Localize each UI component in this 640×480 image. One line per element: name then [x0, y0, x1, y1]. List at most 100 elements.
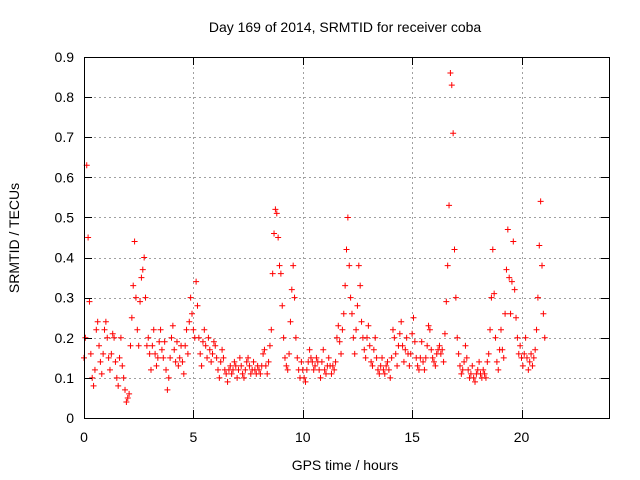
data-point — [298, 358, 305, 365]
data-point — [104, 334, 111, 341]
data-point — [100, 350, 107, 357]
data-point — [239, 370, 246, 377]
data-point — [135, 342, 142, 349]
data-point — [109, 330, 116, 337]
data-point — [350, 334, 357, 341]
data-point — [340, 310, 347, 317]
data-point — [387, 374, 394, 381]
data-point — [89, 374, 96, 381]
data-point — [484, 358, 491, 365]
data-point — [276, 262, 283, 269]
data-point — [369, 362, 376, 369]
data-point — [489, 246, 496, 253]
y-tick-label: 0.3 — [55, 290, 75, 306]
data-point — [150, 326, 157, 333]
data-point — [157, 326, 164, 333]
data-point — [407, 350, 414, 357]
data-point — [328, 370, 335, 377]
data-point — [456, 362, 463, 369]
data-point — [111, 334, 118, 341]
data-point — [275, 234, 282, 241]
data-point — [463, 354, 470, 361]
data-point — [167, 354, 174, 361]
y-tick-label: 0.7 — [55, 129, 75, 145]
data-point — [491, 290, 498, 297]
data-point — [518, 354, 525, 361]
data-point — [96, 342, 103, 349]
data-point — [526, 358, 533, 365]
data-point — [399, 342, 406, 349]
data-point — [425, 322, 432, 329]
y-tick-label: 0 — [66, 410, 74, 426]
data-point — [288, 286, 295, 293]
data-point — [180, 370, 187, 377]
data-point — [212, 342, 219, 349]
data-point — [266, 342, 273, 349]
data-point — [515, 350, 522, 357]
data-point — [310, 366, 317, 373]
data-point — [347, 294, 354, 301]
x-tick-label: 5 — [189, 429, 197, 445]
data-point — [124, 394, 131, 401]
data-point — [372, 334, 379, 341]
data-point — [309, 358, 316, 365]
data-point — [264, 370, 271, 377]
grid — [84, 57, 609, 418]
data-point — [205, 334, 212, 341]
data-point — [120, 374, 127, 381]
data-point — [432, 362, 439, 369]
data-point — [411, 338, 418, 345]
data-point — [242, 366, 249, 373]
data-point — [469, 362, 476, 369]
data-point — [470, 374, 477, 381]
data-point — [333, 334, 340, 341]
x-tick-label: 0 — [80, 429, 88, 445]
data-point — [500, 354, 507, 361]
data-point — [236, 354, 243, 361]
data-point — [139, 266, 146, 273]
data-point — [499, 346, 506, 353]
data-point — [388, 354, 395, 361]
data-point — [429, 354, 436, 361]
data-point — [316, 366, 323, 373]
data-point — [451, 246, 458, 253]
data-point — [290, 262, 297, 269]
data-point — [176, 354, 183, 361]
data-point — [317, 374, 324, 381]
data-point — [123, 398, 130, 405]
y-tick-label: 0.6 — [55, 169, 75, 185]
data-point — [265, 358, 272, 365]
data-point — [292, 334, 299, 341]
data-point — [116, 354, 123, 361]
data-point — [108, 350, 115, 357]
data-point — [250, 358, 257, 365]
data-point — [454, 334, 461, 341]
data-point — [313, 354, 320, 361]
axis-ticks: 0 0.1 0.2 0.3 0.4 0.5 0.6 0.7 0.8 0.9 0 5 10 15 20 — [55, 49, 609, 445]
data-point — [331, 366, 338, 373]
data-point — [506, 274, 513, 281]
data-point — [230, 366, 237, 373]
data-point — [165, 374, 172, 381]
data-point — [354, 302, 361, 309]
data-point — [406, 362, 413, 369]
data-point — [348, 310, 355, 317]
data-point — [153, 362, 160, 369]
data-point — [325, 354, 332, 361]
data-point — [98, 370, 105, 377]
data-point — [287, 318, 294, 325]
data-point — [126, 390, 133, 397]
data-point — [530, 354, 537, 361]
data-point — [156, 338, 163, 345]
data-point — [204, 354, 211, 361]
data-point — [182, 342, 189, 349]
data-point — [513, 314, 520, 321]
data-point — [431, 358, 437, 365]
data-point — [439, 346, 446, 353]
data-point — [246, 362, 253, 369]
data-point — [346, 262, 353, 269]
data-point — [307, 354, 314, 361]
data-point — [286, 350, 293, 357]
data-point — [428, 346, 435, 353]
data-point — [450, 130, 457, 137]
